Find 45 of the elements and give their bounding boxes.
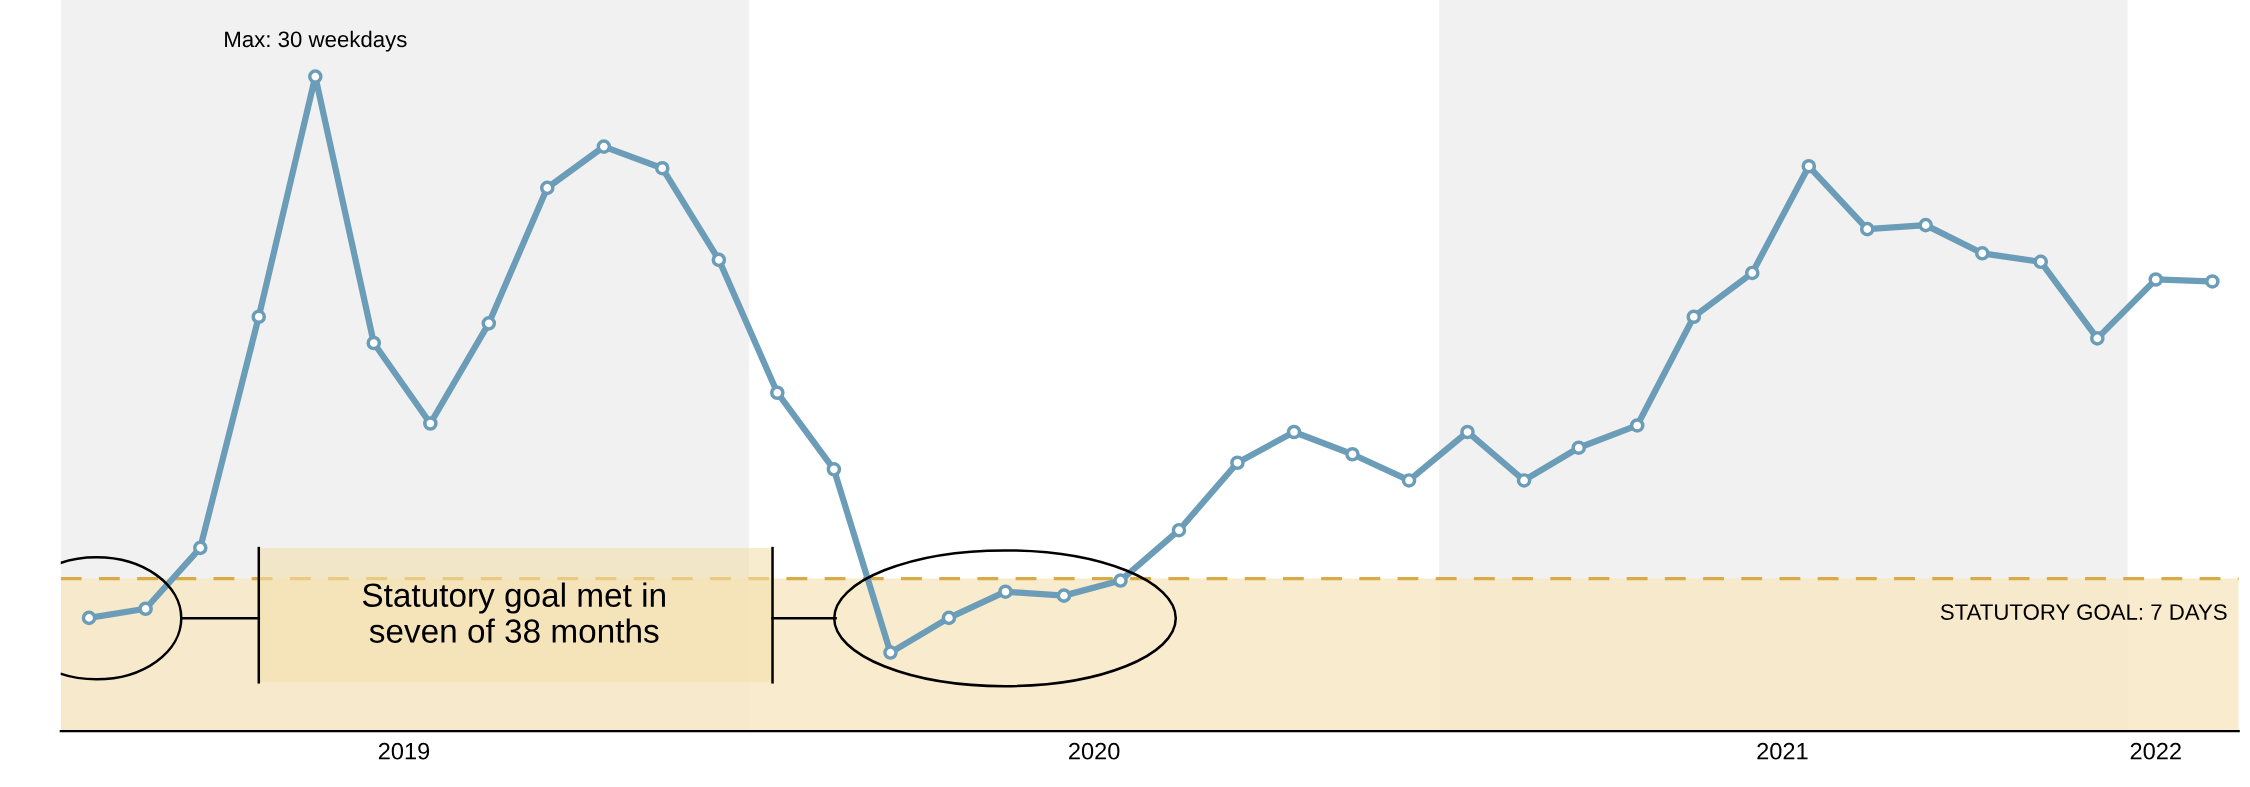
point [1859, 221, 1875, 237]
point [1171, 522, 1187, 538]
x-tick-label: 2020 [1069, 742, 1120, 760]
point [1571, 440, 1587, 455]
point [423, 416, 438, 431]
point [1056, 588, 1072, 603]
point [539, 180, 555, 196]
point [138, 601, 153, 617]
point [2090, 331, 2105, 346]
point [1629, 418, 1645, 433]
point [193, 540, 208, 556]
point [655, 160, 670, 176]
x-tick-label: 2021 [1757, 742, 1808, 760]
text: Max: 30 weekdays [225, 30, 407, 52]
point [1230, 455, 1245, 471]
point [1801, 158, 1817, 174]
point [826, 462, 842, 477]
annotation: STATUTORY GOAL: 7 DAYS [1940, 604, 2227, 620]
point [1686, 309, 1702, 325]
point [2148, 272, 2164, 287]
point [1744, 265, 1760, 281]
x-tick-label: 2019 [378, 742, 430, 760]
x-tick-label: 2022 [2130, 742, 2181, 760]
point [81, 610, 97, 626]
point [770, 385, 785, 401]
point [1460, 424, 1475, 440]
point [2205, 274, 2220, 289]
point [1286, 424, 1302, 440]
point [941, 610, 957, 626]
point [308, 69, 323, 84]
point [1345, 446, 1360, 462]
point [1975, 246, 1990, 261]
point [251, 309, 267, 325]
point [1401, 473, 1417, 488]
point [366, 335, 382, 351]
point [2033, 254, 2049, 270]
annotation: Statutory goal met in seven of 38 months [362, 582, 665, 643]
point [481, 316, 497, 331]
point [1918, 217, 1934, 233]
point [596, 139, 612, 154]
point [711, 252, 727, 268]
point [998, 584, 1013, 599]
point [1113, 573, 1128, 588]
point [1516, 473, 1532, 488]
point [883, 645, 898, 660]
